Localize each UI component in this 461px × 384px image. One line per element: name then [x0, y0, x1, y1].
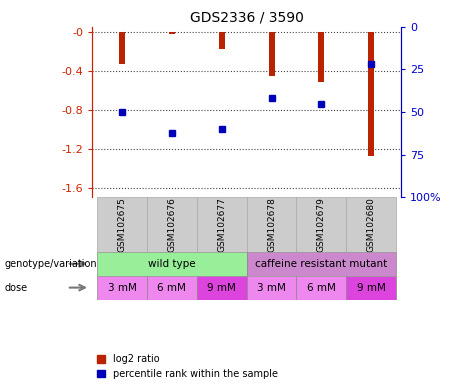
Legend: log2 ratio, percentile rank within the sample: log2 ratio, percentile rank within the s… [97, 354, 278, 379]
Text: GSM102680: GSM102680 [366, 197, 376, 252]
Bar [319, 32, 325, 83]
Text: wild type: wild type [148, 259, 196, 269]
Text: 9 mM: 9 mM [357, 283, 385, 293]
Bar [247, 197, 296, 252]
Text: GSM102677: GSM102677 [217, 197, 226, 252]
Bar [368, 32, 374, 156]
Bar [197, 276, 247, 300]
Text: 3 mM: 3 mM [108, 283, 136, 293]
Text: 6 mM: 6 mM [307, 283, 336, 293]
Text: dose: dose [5, 283, 28, 293]
Text: GSM102676: GSM102676 [167, 197, 177, 252]
Bar [147, 197, 197, 252]
Bar [247, 252, 396, 276]
Bar [97, 276, 147, 300]
Text: GSM102678: GSM102678 [267, 197, 276, 252]
Bar [269, 32, 275, 76]
Bar [219, 32, 225, 49]
Text: GSM102675: GSM102675 [118, 197, 127, 252]
Text: 6 mM: 6 mM [158, 283, 186, 293]
Bar [346, 276, 396, 300]
Text: genotype/variation: genotype/variation [5, 259, 97, 269]
Bar [97, 197, 147, 252]
Bar [169, 32, 175, 34]
Text: caffeine resistant mutant: caffeine resistant mutant [255, 259, 388, 269]
Bar [247, 276, 296, 300]
Bar [346, 197, 396, 252]
Bar [197, 197, 247, 252]
Title: GDS2336 / 3590: GDS2336 / 3590 [189, 10, 304, 24]
Bar [97, 252, 247, 276]
Bar [296, 197, 346, 252]
Text: GSM102679: GSM102679 [317, 197, 326, 252]
Text: 9 mM: 9 mM [207, 283, 236, 293]
Bar [119, 32, 125, 64]
Bar [296, 276, 346, 300]
Text: 3 mM: 3 mM [257, 283, 286, 293]
Bar [147, 276, 197, 300]
